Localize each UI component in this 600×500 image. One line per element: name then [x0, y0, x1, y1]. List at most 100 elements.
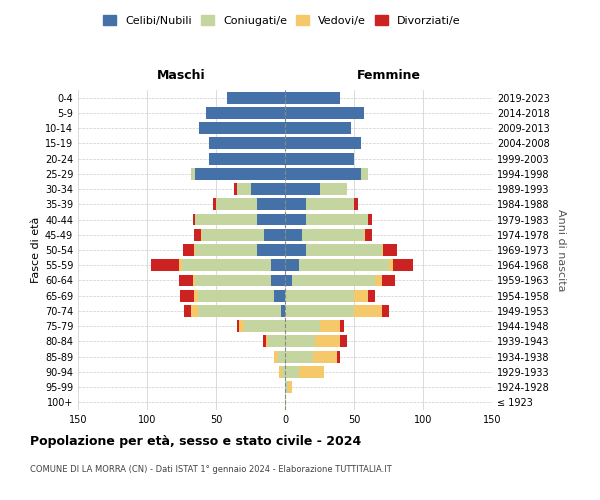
- Bar: [313, 350, 337, 362]
- Bar: [196, 274, 271, 286]
- Bar: [281, 305, 285, 317]
- Bar: [285, 274, 292, 286]
- Bar: [274, 290, 285, 302]
- Bar: [354, 198, 358, 210]
- Bar: [285, 305, 354, 317]
- Bar: [285, 320, 320, 332]
- Bar: [285, 396, 286, 408]
- Bar: [196, 168, 285, 180]
- Bar: [198, 305, 281, 317]
- Text: Femmine: Femmine: [356, 70, 421, 82]
- Bar: [320, 183, 347, 195]
- Bar: [285, 229, 302, 240]
- Bar: [316, 336, 340, 347]
- Bar: [271, 274, 285, 286]
- Bar: [206, 107, 285, 119]
- Bar: [265, 229, 285, 240]
- Bar: [180, 290, 194, 302]
- Bar: [236, 183, 251, 195]
- Bar: [257, 198, 285, 210]
- Bar: [389, 260, 392, 271]
- Bar: [374, 274, 382, 286]
- Bar: [213, 198, 216, 210]
- Bar: [299, 260, 389, 271]
- Bar: [257, 214, 285, 226]
- Bar: [285, 244, 306, 256]
- Bar: [198, 290, 274, 302]
- Bar: [280, 366, 282, 378]
- Bar: [285, 214, 306, 226]
- Bar: [278, 350, 285, 362]
- Bar: [382, 305, 389, 317]
- Bar: [268, 336, 285, 347]
- Bar: [196, 214, 257, 226]
- Text: Maschi: Maschi: [157, 70, 206, 82]
- Bar: [257, 244, 285, 256]
- Bar: [182, 260, 271, 271]
- Bar: [179, 274, 193, 286]
- Bar: [392, 260, 413, 271]
- Bar: [191, 305, 198, 317]
- Bar: [302, 229, 364, 240]
- Bar: [306, 198, 354, 210]
- Bar: [285, 350, 313, 362]
- Bar: [271, 260, 285, 271]
- Bar: [382, 244, 383, 256]
- Bar: [383, 244, 397, 256]
- Bar: [209, 138, 285, 149]
- Bar: [292, 274, 374, 286]
- Bar: [274, 350, 278, 362]
- Bar: [306, 214, 368, 226]
- Bar: [285, 198, 306, 210]
- Bar: [193, 214, 196, 226]
- Bar: [365, 229, 372, 240]
- Bar: [251, 183, 285, 195]
- Bar: [354, 305, 382, 317]
- Bar: [320, 320, 340, 332]
- Bar: [209, 152, 285, 164]
- Bar: [285, 381, 288, 393]
- Text: COMUNE DI LA MORRA (CN) - Dati ISTAT 1° gennaio 2024 - Elaborazione TUTTITALIA.I: COMUNE DI LA MORRA (CN) - Dati ISTAT 1° …: [30, 465, 392, 474]
- Bar: [216, 198, 257, 210]
- Bar: [266, 336, 268, 347]
- Bar: [199, 122, 285, 134]
- Bar: [239, 320, 244, 332]
- Bar: [202, 229, 265, 240]
- Bar: [285, 260, 299, 271]
- Bar: [340, 320, 344, 332]
- Bar: [285, 122, 351, 134]
- Bar: [364, 229, 365, 240]
- Bar: [285, 290, 354, 302]
- Bar: [337, 350, 340, 362]
- Bar: [285, 336, 316, 347]
- Bar: [285, 138, 361, 149]
- Bar: [201, 229, 202, 240]
- Bar: [179, 260, 182, 271]
- Bar: [288, 381, 292, 393]
- Bar: [244, 320, 285, 332]
- Bar: [285, 107, 364, 119]
- Bar: [196, 244, 257, 256]
- Bar: [263, 336, 266, 347]
- Bar: [285, 152, 354, 164]
- Bar: [340, 336, 347, 347]
- Text: Popolazione per età, sesso e stato civile - 2024: Popolazione per età, sesso e stato civil…: [30, 435, 361, 448]
- Bar: [194, 229, 201, 240]
- Y-axis label: Fasce di età: Fasce di età: [31, 217, 41, 283]
- Bar: [285, 366, 299, 378]
- Bar: [282, 366, 285, 378]
- Bar: [354, 290, 368, 302]
- Bar: [368, 290, 374, 302]
- Y-axis label: Anni di nascita: Anni di nascita: [556, 209, 566, 291]
- Bar: [299, 366, 323, 378]
- Bar: [227, 92, 285, 104]
- Bar: [191, 168, 196, 180]
- Bar: [234, 183, 236, 195]
- Bar: [285, 92, 340, 104]
- Bar: [285, 168, 361, 180]
- Bar: [306, 244, 382, 256]
- Bar: [151, 260, 179, 271]
- Bar: [184, 305, 191, 317]
- Bar: [194, 290, 198, 302]
- Bar: [285, 183, 320, 195]
